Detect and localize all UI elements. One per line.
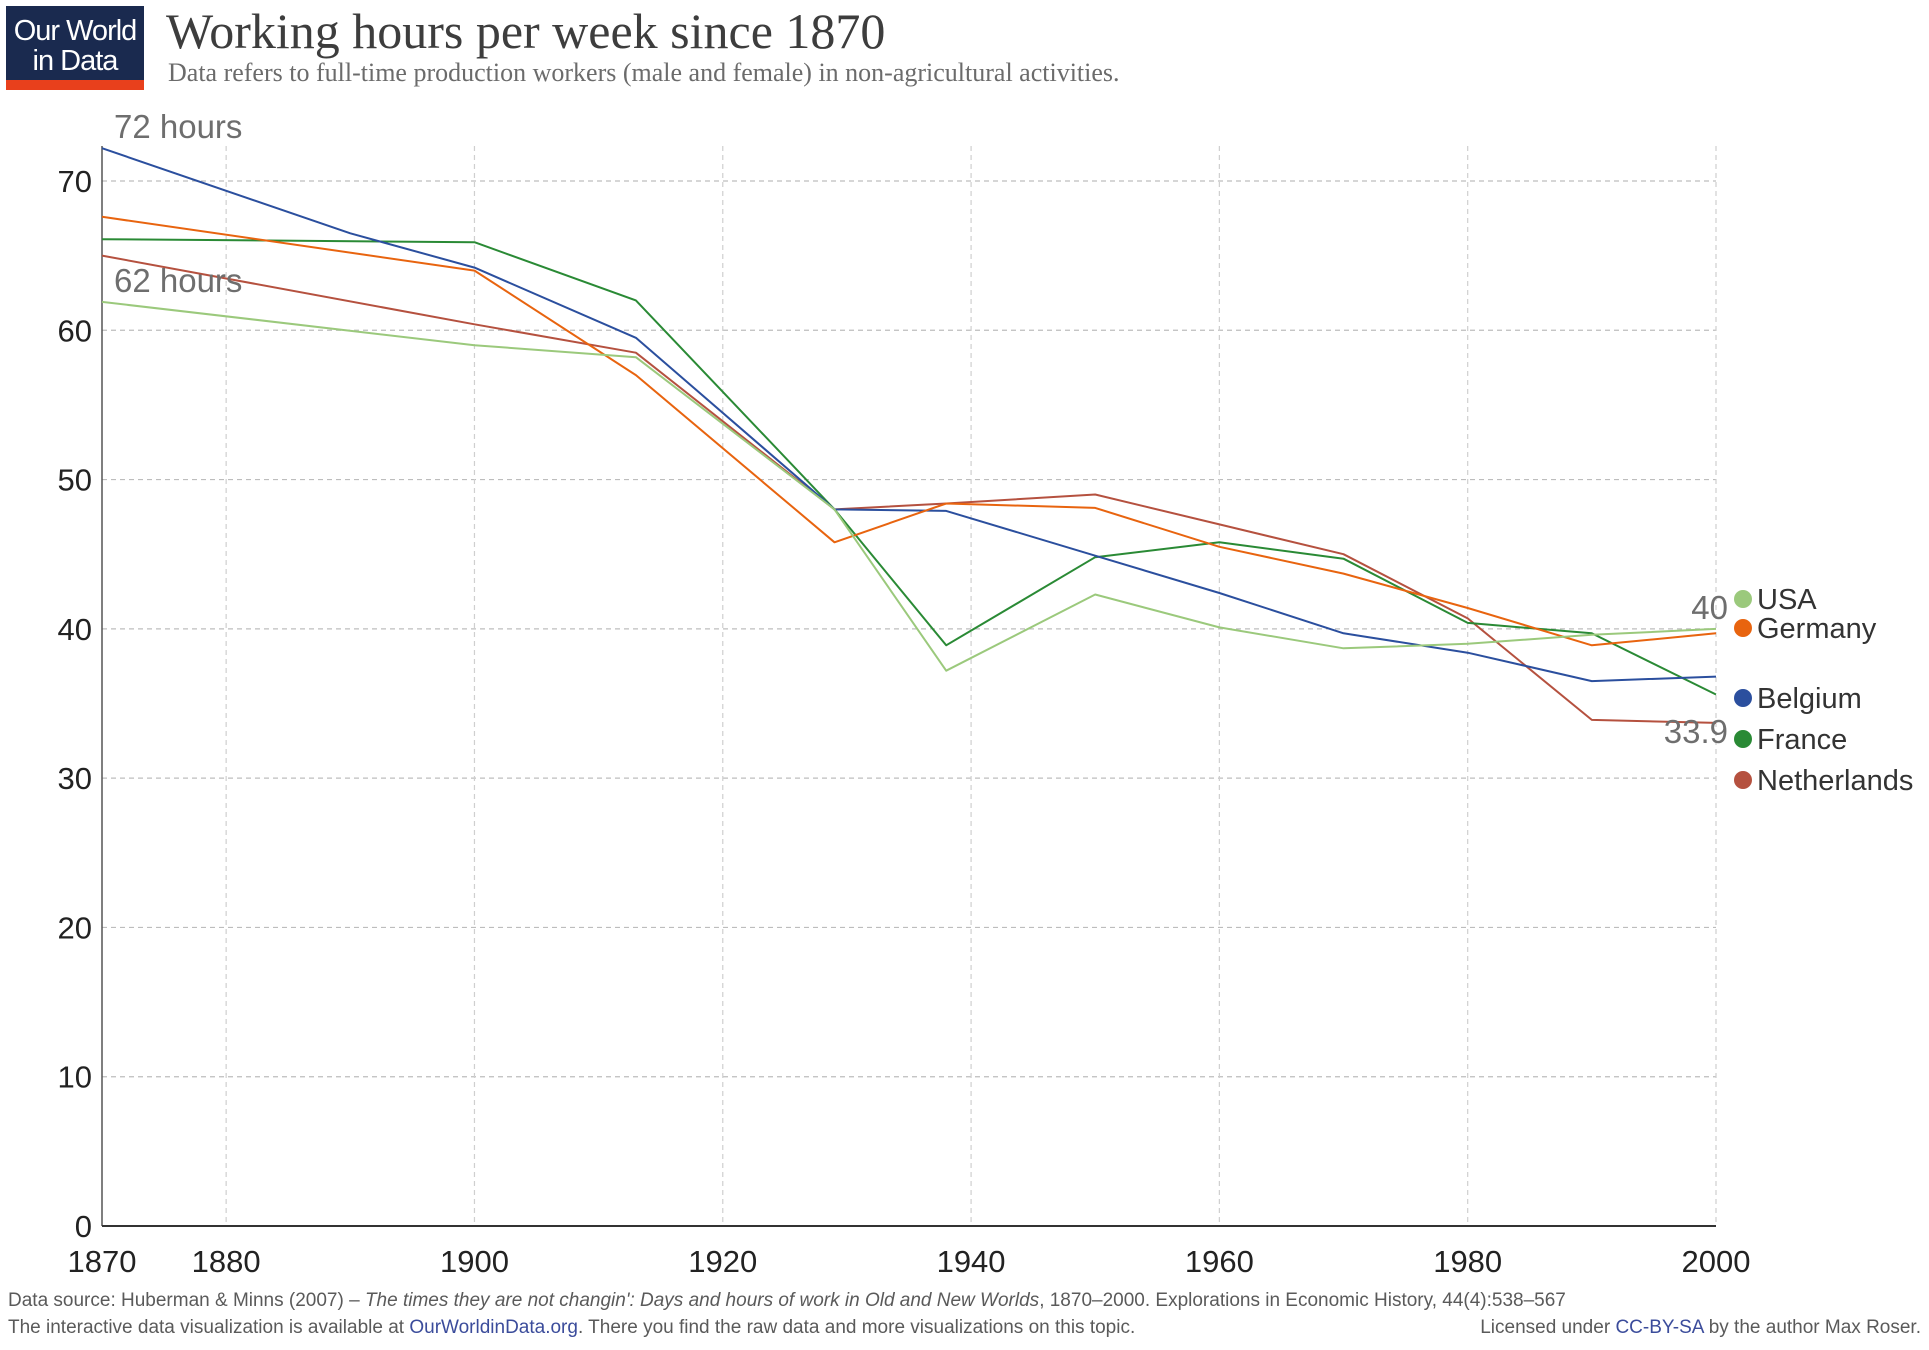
series-line-usa <box>101 300 1717 672</box>
source-title: The times they are not changin': Days an… <box>364 1290 1040 1311</box>
series-line-belgium <box>101 147 1717 683</box>
logo-accent-bar <box>6 80 144 90</box>
series-line-netherlands <box>101 254 1717 724</box>
chart-subtitle: Data refers to full-time production work… <box>168 58 1120 87</box>
axis-layer: 0 10 20 30 40 50 60 70 1870 1880 1900 1920 1940 1960 1… <box>58 146 1751 1279</box>
legend-label-netherlands: Netherlands <box>1757 765 1913 797</box>
legend-marker-usa <box>1734 590 1752 608</box>
series-line-germany <box>101 215 1717 647</box>
y-tick-label-20: 20 <box>58 910 92 945</box>
series-layer <box>101 147 1717 724</box>
x-tick-label-1940: 1940 <box>937 1244 1006 1279</box>
annotation-layer: 72 hours 62 hours 40 33.9 <box>114 108 1728 750</box>
legend-marker-netherlands <box>1734 771 1752 789</box>
license-suffix: by the author Max Roser. <box>1703 1317 1921 1338</box>
annotation-1: 62 hours <box>114 262 242 299</box>
license-link[interactable]: CC-BY-SA <box>1615 1317 1704 1338</box>
x-tick-label-1960: 1960 <box>1185 1244 1254 1279</box>
x-tick-label-1980: 1980 <box>1433 1244 1502 1279</box>
y-tick-label-40: 40 <box>58 612 92 647</box>
y-tick-label-70: 70 <box>58 164 92 199</box>
annotation-3: 33.9 <box>1664 713 1728 750</box>
footer-source: Data source: Huberman & Minns (2007) – T… <box>8 1290 1566 1312</box>
legend-label-belgium: Belgium <box>1757 683 1862 715</box>
source-suffix: , 1870–2000. Explorations in Economic Hi… <box>1039 1290 1566 1311</box>
owid-link[interactable]: OurWorldinData.org <box>409 1317 578 1338</box>
availability-suffix: . There you find the raw data and more v… <box>577 1317 1136 1338</box>
y-tick-label-60: 60 <box>58 313 92 348</box>
license-prefix: Licensed under <box>1480 1317 1616 1338</box>
y-tick-label-0: 0 <box>75 1209 92 1244</box>
owid-logo: Our World in Data <box>6 6 144 90</box>
annotation-2: 40 <box>1691 589 1728 626</box>
x-tick-label-1870: 1870 <box>68 1244 137 1279</box>
y-tick-label-30: 30 <box>58 761 92 796</box>
grid-layer <box>102 146 1717 1226</box>
legend-marker-belgium <box>1734 689 1752 707</box>
chart-title: Working hours per week since 1870 <box>166 3 886 59</box>
legend-label-germany: Germany <box>1757 613 1877 645</box>
x-tick-label-2000: 2000 <box>1682 1244 1751 1279</box>
series-line-france <box>101 238 1717 696</box>
x-tick-label-1900: 1900 <box>440 1244 509 1279</box>
y-tick-label-10: 10 <box>58 1060 92 1095</box>
annotation-0: 72 hours <box>114 108 242 145</box>
logo-line-1: Our World <box>13 15 138 47</box>
legend-marker-france <box>1734 730 1752 748</box>
availability-prefix: The interactive data visualization is av… <box>8 1317 410 1338</box>
legend-label-usa: USA <box>1757 584 1817 616</box>
footer-license: Licensed under CC-BY-SA by the author Ma… <box>1480 1317 1921 1339</box>
logo-line-2: in Data <box>32 45 119 77</box>
source-prefix: Data source: Huberman & Minns (2007) – <box>8 1290 365 1311</box>
x-tick-label-1920: 1920 <box>688 1244 757 1279</box>
y-tick-label-50: 50 <box>58 463 92 498</box>
x-tick-label-1880: 1880 <box>192 1244 261 1279</box>
legend-label-france: France <box>1757 724 1847 756</box>
legend-marker-germany <box>1734 619 1752 637</box>
footer-availability: The interactive data visualization is av… <box>8 1317 1135 1339</box>
